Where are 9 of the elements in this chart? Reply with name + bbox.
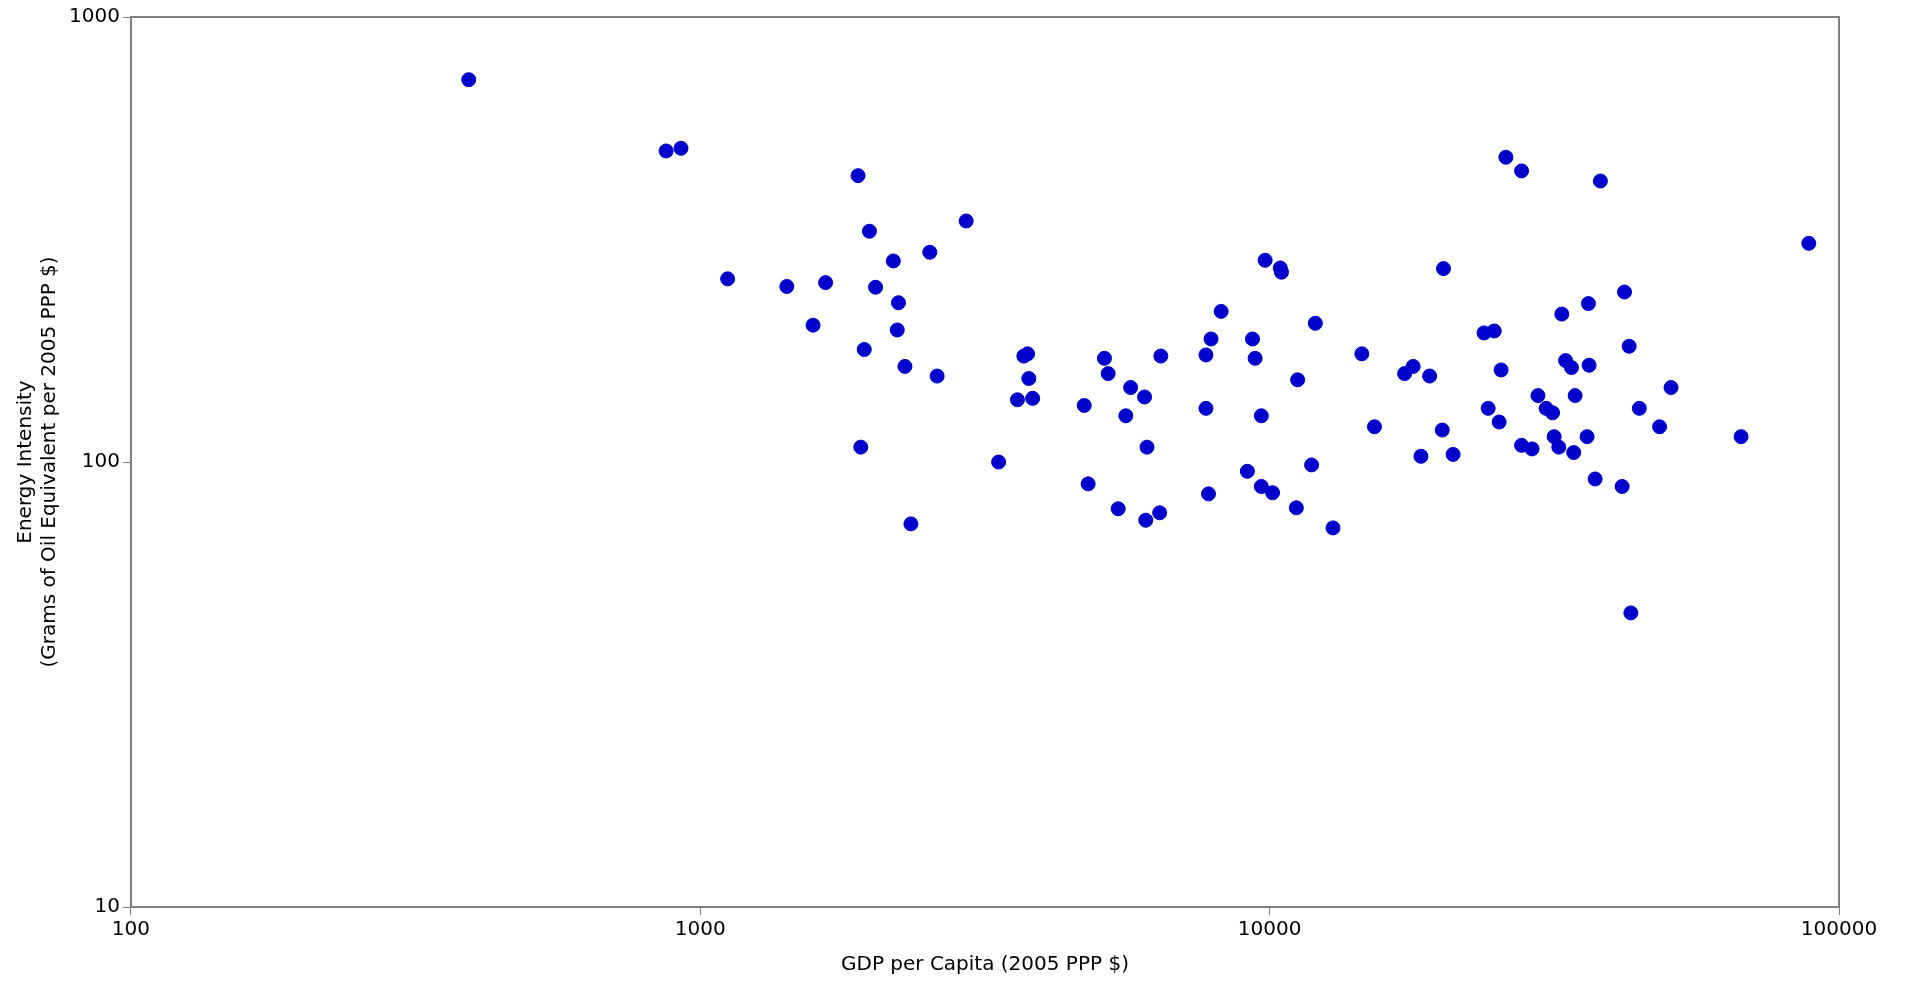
y-tick-label: 1000 bbox=[68, 3, 120, 28]
x-tick-label: 10000 bbox=[1237, 916, 1302, 941]
y-tick-label: 10 bbox=[94, 893, 120, 918]
y-tick-label: 100 bbox=[81, 448, 120, 473]
x-tick-label: 100 bbox=[111, 916, 150, 941]
x-tick-label: 1000 bbox=[674, 916, 726, 941]
x-tick-label: 100000 bbox=[1800, 916, 1878, 941]
x-axis-title: GDP per Capita (2005 PPP $) bbox=[840, 951, 1129, 976]
y-axis-title: Energy Intensity (Grams of Oil Equivalent per 2005 PPP $) bbox=[12, 256, 61, 668]
